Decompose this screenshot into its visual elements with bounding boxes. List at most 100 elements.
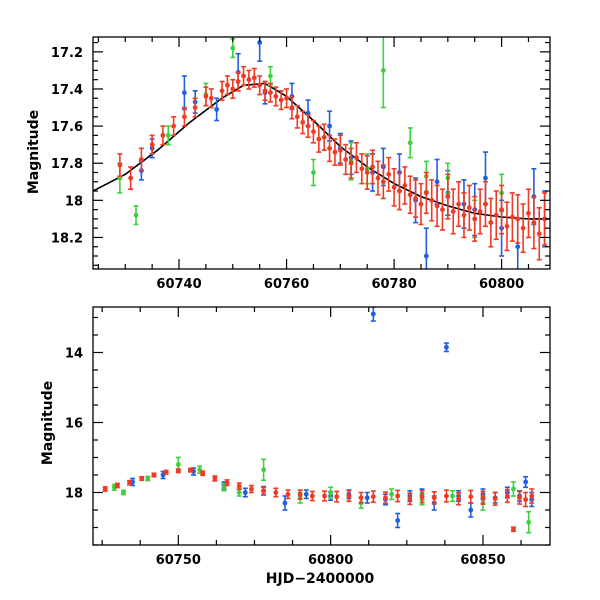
top-y-tick-label: 17.8 [51, 157, 83, 172]
data-point [311, 170, 316, 175]
bottom-x-tick-label: 60800 [308, 553, 353, 568]
data-point [175, 468, 181, 474]
data-point [354, 155, 359, 161]
bottom-x-axis-label: HJD−2400000 [266, 571, 375, 587]
data-point [523, 497, 529, 502]
top-point-1-5 [267, 65, 273, 87]
data-point [128, 175, 134, 181]
data-point [268, 73, 273, 79]
data-point [440, 207, 445, 213]
data-point [236, 483, 242, 489]
top-point-2-36 [359, 153, 365, 185]
top-plot-area [93, 37, 550, 269]
data-point [493, 212, 499, 218]
top-x-tick-label: 60800 [479, 277, 524, 292]
bottom-point-2-23 [382, 491, 388, 505]
bottom-point-0-13 [395, 512, 401, 529]
data-point [526, 519, 532, 525]
data-point [284, 95, 289, 101]
top-point-2-62 [499, 184, 505, 235]
data-point [235, 79, 241, 84]
data-point [499, 207, 505, 213]
bottom-y-tick-label: 16 [65, 417, 83, 432]
top-point-2-45 [407, 175, 413, 215]
top-point-2-63 [504, 201, 510, 252]
top-point-2-26 [305, 114, 311, 139]
bottom-point-1-1 [120, 489, 126, 496]
top-x-tick-label: 60760 [264, 277, 309, 292]
data-point [242, 490, 248, 495]
data-point [200, 470, 206, 476]
data-point [375, 175, 381, 181]
bottom-y-axis-label: Magnitude [40, 381, 56, 465]
bottom-point-2-20 [346, 489, 352, 503]
top-point-2-41 [386, 156, 392, 192]
bottom-point-2-8 [200, 470, 206, 477]
top-point-2-61 [493, 190, 499, 241]
top-point-2-31 [332, 138, 338, 166]
top-series-0 [138, 37, 548, 269]
top-point-2-37 [364, 154, 370, 190]
data-point [509, 214, 515, 220]
top-point-2-9 [208, 88, 214, 109]
data-point [358, 495, 364, 501]
bottom-point-2-18 [322, 490, 328, 502]
top-point-2-38 [370, 149, 376, 185]
data-point [337, 147, 343, 153]
data-point [171, 123, 177, 129]
bottom-series-2 [102, 467, 535, 533]
top-point-2-7 [192, 97, 198, 118]
top-point-2-47 [418, 182, 424, 226]
top-fit-curve [93, 82, 550, 220]
data-point [303, 491, 309, 497]
top-point-2-60 [488, 197, 494, 248]
data-point [419, 494, 425, 500]
bottom-series-1 [111, 456, 532, 534]
data-point [249, 486, 254, 492]
bottom-y-tick-label: 14 [65, 347, 83, 362]
data-point [511, 486, 516, 492]
top-point-2-27 [310, 119, 316, 144]
data-point [389, 491, 394, 497]
bottom-point-1-11 [389, 488, 395, 501]
top-point-2-42 [391, 167, 397, 207]
bottom-point-2-25 [407, 492, 413, 506]
data-point [488, 220, 494, 226]
data-point [257, 82, 263, 88]
bottom-point-2-15 [285, 489, 291, 500]
bottom-point-2-31 [480, 490, 486, 505]
top-point-1-6 [310, 158, 316, 187]
data-point [328, 490, 334, 495]
top-x-tick-label: 60780 [371, 277, 416, 292]
top-point-2-1 [128, 166, 134, 190]
data-point [434, 203, 440, 209]
top-point-2-3 [149, 134, 155, 155]
bottom-point-2-16 [297, 489, 303, 500]
data-point [407, 192, 413, 198]
data-point [327, 123, 332, 129]
data-point [370, 494, 376, 500]
bottom-point-2-9 [212, 475, 218, 482]
bottom-marks [102, 307, 535, 534]
top-point-1-2 [165, 125, 171, 146]
data-point [418, 201, 424, 207]
top-point-2-43 [396, 171, 402, 211]
data-point [515, 244, 521, 250]
data-point [483, 175, 488, 181]
top-point-2-18 [262, 80, 268, 101]
bottom-point-2-11 [236, 482, 242, 491]
bottom-point-0-10 [364, 491, 370, 504]
data-point [316, 136, 322, 142]
data-point [380, 68, 386, 73]
data-point [225, 82, 230, 88]
data-point [483, 201, 488, 207]
bottom-point-2-27 [431, 490, 437, 505]
bottom-point-1-16 [526, 510, 532, 534]
data-point [203, 93, 209, 99]
data-point [114, 483, 120, 488]
top-point-2-55 [461, 192, 467, 239]
bottom-point-0-11 [370, 307, 376, 322]
bottom-plot-area [102, 307, 535, 534]
data-point [175, 462, 181, 467]
data-point [423, 253, 429, 259]
